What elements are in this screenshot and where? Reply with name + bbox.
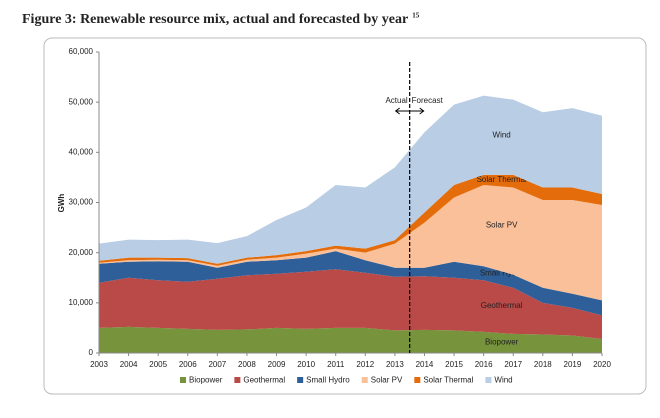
x-tick-label: 2010 [297, 360, 315, 369]
x-tick-label: 2011 [327, 360, 345, 369]
legend-label: Geothermal [243, 376, 285, 385]
x-tick-label: 2014 [416, 360, 434, 369]
y-tick-label: 40,000 [69, 147, 94, 156]
x-tick-label: 2017 [504, 360, 522, 369]
legend-label: Small Hydro [306, 376, 350, 385]
y-tick-label: 60,000 [69, 47, 94, 56]
area-label: Solar Thermal [477, 175, 527, 184]
x-tick-label: 2004 [120, 360, 138, 369]
legend-label: Wind [494, 376, 512, 385]
legend-label: Biopower [189, 376, 223, 385]
annotation: Forecast [412, 96, 444, 105]
y-tick-label: 20,000 [69, 248, 94, 257]
legend-label: Solar Thermal [423, 376, 473, 385]
area-label: Solar PV [486, 221, 518, 230]
area [99, 174, 602, 266]
arrow [394, 107, 425, 115]
x-tick-label: 2005 [149, 360, 167, 369]
y-tick-label: 50,000 [69, 97, 94, 106]
area [99, 326, 602, 353]
legend-swatch [297, 377, 304, 383]
area-label: Wind [493, 130, 511, 139]
x-tick-label: 2018 [534, 360, 552, 369]
y-axis-label: GWh [57, 194, 66, 213]
x-tick-label: 2003 [90, 360, 108, 369]
legend-swatch [180, 377, 186, 383]
y-tick-label: 10,000 [69, 298, 94, 307]
x-tick-label: 2006 [179, 360, 197, 369]
area-label: Biopower [485, 338, 519, 347]
y-tick-label: 30,000 [69, 198, 94, 207]
x-tick-label: 2012 [356, 360, 374, 369]
x-tick-label: 2015 [445, 360, 463, 369]
area [99, 95, 602, 264]
x-tick-label: 2007 [208, 360, 226, 369]
x-tick-label: 2008 [238, 360, 256, 369]
x-tick-label: 2019 [564, 360, 582, 369]
legend-swatch [414, 377, 421, 383]
area [99, 184, 602, 301]
area-label: Geothermal [481, 301, 523, 310]
area-label: Small Hydro [480, 268, 524, 277]
legend-swatch [485, 377, 492, 383]
x-tick-label: 2009 [268, 360, 286, 369]
x-tick-label: 2020 [593, 360, 611, 369]
legend-label: Solar PV [371, 376, 403, 385]
x-tick-label: 2013 [386, 360, 404, 369]
legend-swatch [234, 377, 241, 383]
legend-swatch [361, 377, 368, 383]
title-footnote: 15 [412, 12, 420, 20]
chart-title: Figure 3: Renewable resource mix, actual… [22, 12, 408, 27]
area [99, 269, 602, 339]
x-tick-label: 2016 [475, 360, 493, 369]
y-tick-label: 0 [89, 348, 94, 357]
area [99, 251, 602, 316]
chart-frame [43, 37, 647, 395]
annotation: Actual [385, 96, 407, 105]
